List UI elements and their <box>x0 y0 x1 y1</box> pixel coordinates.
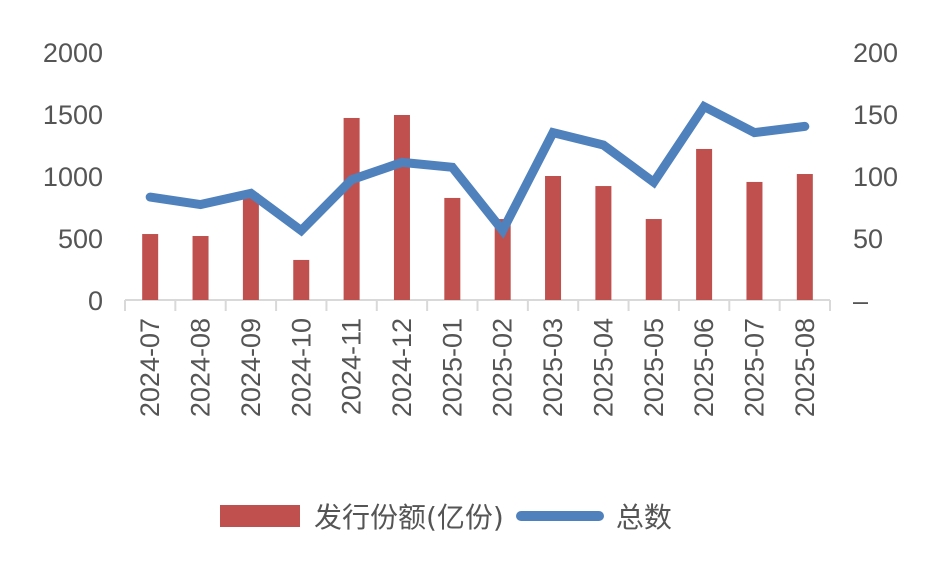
right-axis-tick-label: 100 <box>853 162 898 192</box>
bar <box>444 197 461 300</box>
right-axis-tick-label: 150 <box>853 100 898 130</box>
x-axis-tick-label: 2024-12 <box>387 318 417 417</box>
bar <box>746 181 763 300</box>
left-y-axis: 0 500 1000 1500 2000 <box>43 38 103 316</box>
left-axis-tick-label: 500 <box>58 224 103 254</box>
bar <box>545 176 562 300</box>
x-axis <box>124 299 831 311</box>
x-axis-tick-label: 2025-08 <box>790 318 820 417</box>
right-axis-tick-label: 50 <box>853 224 883 254</box>
right-axis-tick-label: – <box>853 286 868 316</box>
bar <box>343 117 360 300</box>
bar <box>192 236 209 300</box>
x-axis-tick-label: 2024-11 <box>337 318 367 415</box>
x-axis-tick-label: 2025-01 <box>437 318 467 417</box>
legend-line-swatch <box>515 511 604 521</box>
right-axis-tick-label: 200 <box>853 38 898 68</box>
bar <box>595 186 612 300</box>
legend-line-label: 总数 <box>615 501 672 534</box>
x-axis-labels: 2024-07 2024-08 2024-09 2024-10 2024-11 2024-… <box>135 318 820 417</box>
legend-bar-label: 发行份额(亿份) <box>314 501 504 534</box>
x-axis-tick-label: 2024-07 <box>135 318 165 417</box>
legend-bar-swatch <box>220 505 300 527</box>
left-axis-tick-label: 2000 <box>43 38 103 68</box>
x-axis-tick-label: 2024-09 <box>236 318 266 417</box>
bar <box>645 219 662 300</box>
left-axis-tick-label: 0 <box>88 286 103 316</box>
x-axis-tick-label: 2025-02 <box>488 318 518 417</box>
x-axis-tick-label: 2025-06 <box>689 318 719 417</box>
x-axis-tick-label: 2025-07 <box>739 318 769 417</box>
bar <box>142 234 159 300</box>
left-axis-tick-label: 1000 <box>43 162 103 192</box>
right-y-axis: – 50 100 150 200 <box>853 38 898 316</box>
left-axis-tick-label: 1500 <box>43 100 103 130</box>
x-axis-tick-label: 2024-08 <box>186 318 216 417</box>
bar <box>494 219 511 300</box>
x-axis-tick-label: 2025-04 <box>588 318 618 417</box>
x-axis-tick-label: 2025-03 <box>538 318 568 417</box>
total-line <box>145 100 810 239</box>
bar <box>393 114 410 300</box>
legend: 发行份额(亿份) 总数 <box>220 496 672 536</box>
bar <box>696 148 713 300</box>
line-series <box>145 100 810 239</box>
bar-series <box>142 114 813 300</box>
bar <box>242 193 259 300</box>
x-axis-tick-label: 2024-10 <box>286 318 316 417</box>
bar <box>796 174 813 300</box>
bar <box>293 259 310 300</box>
x-axis-tick-label: 2025-05 <box>639 318 669 417</box>
